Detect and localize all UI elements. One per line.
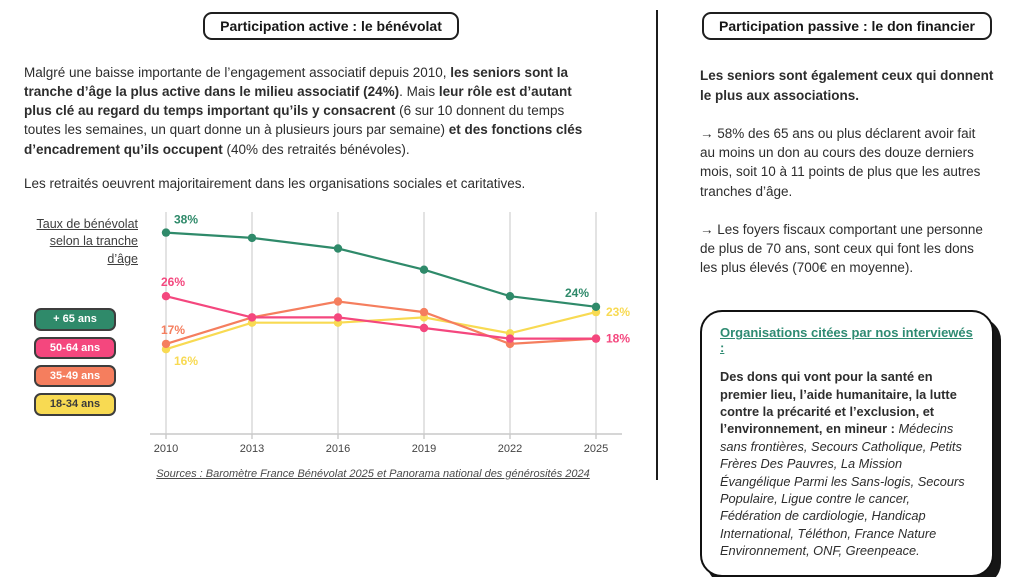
x-axis-label: 2016 — [326, 443, 350, 455]
chart-legend: + 65 ans 50-64 ans 35-49 ans 18-34 ans — [24, 308, 116, 416]
vertical-divider — [656, 10, 658, 480]
chart-title: Taux de bénévolat selon la tranche d’âge — [36, 216, 138, 266]
chart-point — [591, 302, 601, 311]
organisations-list: Des dons qui vont pour la santé en premi… — [720, 369, 965, 559]
chart-point — [333, 244, 343, 253]
chart-value-label: 23% — [606, 305, 630, 319]
chart-value-label: 24% — [565, 286, 589, 300]
chart-point — [419, 323, 429, 333]
chart-point — [161, 339, 171, 349]
legend-chip-+-65-ans: + 65 ans — [34, 308, 116, 331]
chart-point — [419, 265, 429, 274]
chart-point — [247, 233, 257, 243]
chart-line-+ 65 ans — [165, 231, 597, 308]
chart-point — [333, 297, 343, 306]
chart-point — [419, 307, 429, 317]
chart-value-label: 38% — [174, 213, 198, 227]
chart-line-18-34 ans — [165, 310, 597, 351]
organisations-box: Organisations citées par nos interviewés… — [700, 310, 994, 577]
x-axis-label: 2013 — [240, 443, 264, 455]
chart-value-label: 18% — [606, 332, 630, 346]
right-panel-title: Participation passive : le don financier — [702, 12, 992, 40]
chart-point — [247, 313, 257, 322]
benevolat-panel: Participation active : le bénévolat Malg… — [24, 12, 638, 480]
chart-line-35-49 ans — [165, 300, 597, 345]
x-axis-label: 2025 — [584, 443, 608, 455]
infographic-page: Participation active : le bénévolat Malg… — [24, 0, 1024, 577]
left-panel-title: Participation active : le bénévolat — [203, 12, 459, 40]
chart-point — [591, 334, 601, 343]
intro-paragraph: Malgré une baisse importante de l’engage… — [24, 65, 583, 157]
sources-note: Sources : Baromètre France Bénévolat 202… — [156, 467, 590, 480]
chart-line-50-64 ans — [165, 295, 596, 340]
legend-chip-18-34-ans: 18-34 ans — [34, 393, 116, 416]
chart-value-label: 16% — [174, 354, 198, 368]
chart-point — [161, 228, 171, 237]
legend-chip-50-64-ans: 50-64 ans — [34, 336, 116, 360]
chart-point — [505, 334, 515, 343]
chart-value-label: 17% — [161, 323, 185, 337]
chart-point — [333, 313, 343, 322]
chart-point — [505, 291, 515, 301]
chart-value-label: 26% — [161, 275, 185, 289]
chart-area: Taux de bénévolat selon la tranche d’âge… — [24, 208, 638, 460]
chart-point — [161, 291, 171, 301]
x-axis-label: 2010 — [154, 443, 178, 455]
x-axis-label: 2022 — [498, 443, 522, 455]
organisations-heading: Organisations citées par nos interviewés… — [720, 325, 973, 356]
don-financier-panel: Participation passive : le don financier… — [658, 0, 1024, 577]
right-lead-text: Les seniors sont également ceux qui donn… — [700, 68, 994, 103]
fiscal-households-paragraph: → Les foyers fiscaux comportant une pers… — [700, 221, 983, 276]
legend-chip-35-49-ans: 35-49 ans — [34, 365, 116, 388]
chart-meta: Taux de bénévolat selon la tranche d’âge… — [24, 208, 138, 460]
x-axis-label: 2019 — [412, 443, 436, 455]
second-paragraph: Les retraités oeuvrent majoritairement d… — [24, 175, 526, 191]
donation-stat-paragraph: → 58% des 65 ans ou plus déclarent avoir… — [700, 126, 981, 199]
benevolat-line-chart: 2010 2013 2016 2019 2022 2025 38% 26% 17% 16% 24% 2… — [150, 211, 630, 455]
